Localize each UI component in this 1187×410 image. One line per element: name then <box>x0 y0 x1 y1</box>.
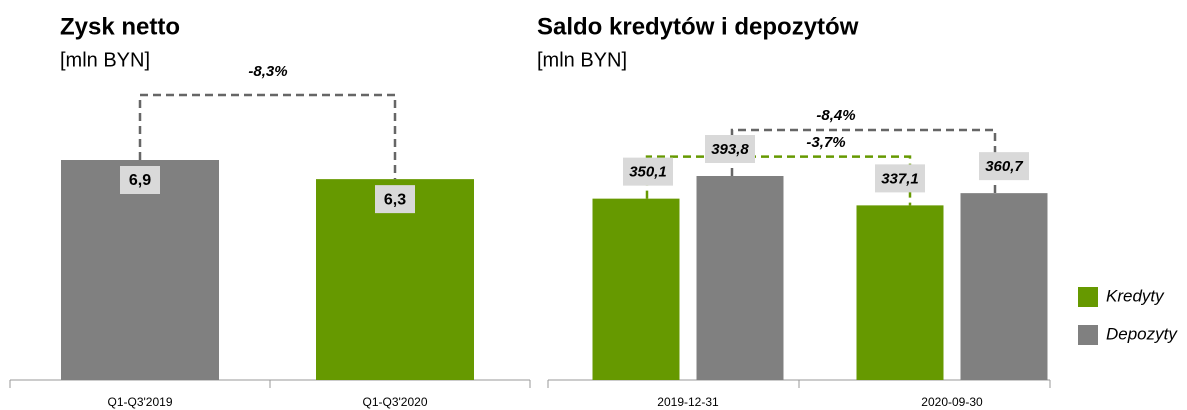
x-tick-label: 2020-09-30 <box>921 395 983 409</box>
value-label: 6,3 <box>384 191 406 208</box>
value-label: 6,9 <box>129 172 151 189</box>
x-tick-label: 2019-12-31 <box>657 395 719 409</box>
change-annotation: -8,4% <box>816 107 855 124</box>
x-tick-label: Q1-Q3'2020 <box>363 395 428 409</box>
value-label-box <box>623 157 673 186</box>
bar <box>696 176 784 380</box>
value-label-box <box>375 185 415 214</box>
legend-label: Depozyty <box>1106 324 1178 343</box>
change-annotation: -8,3% <box>248 63 287 80</box>
value-label: 337,1 <box>881 170 919 187</box>
legend-swatch <box>1078 325 1098 345</box>
value-label: 393,8 <box>711 141 749 158</box>
bar <box>592 198 680 380</box>
bar <box>61 160 219 380</box>
value-label-box <box>120 166 160 194</box>
value-label: 360,7 <box>985 158 1023 175</box>
chart-title: Zysk netto <box>60 13 180 40</box>
value-label-box <box>705 135 755 163</box>
x-tick-label: Q1-Q3'2019 <box>108 395 173 409</box>
value-label-box <box>875 164 925 193</box>
chart-title: Saldo kredytów i depozytów <box>537 13 859 40</box>
value-label: 350,1 <box>629 164 667 181</box>
chart-subtitle: [mln BYN] <box>60 49 150 71</box>
value-label-box <box>979 152 1029 181</box>
bar <box>856 205 944 380</box>
chart-subtitle: [mln BYN] <box>537 49 627 71</box>
change-annotation: -3,7% <box>806 134 845 151</box>
legend-label: Kredyty <box>1106 286 1165 305</box>
legend-swatch <box>1078 287 1098 307</box>
change-bracket <box>138 93 397 180</box>
bar <box>960 193 1048 380</box>
